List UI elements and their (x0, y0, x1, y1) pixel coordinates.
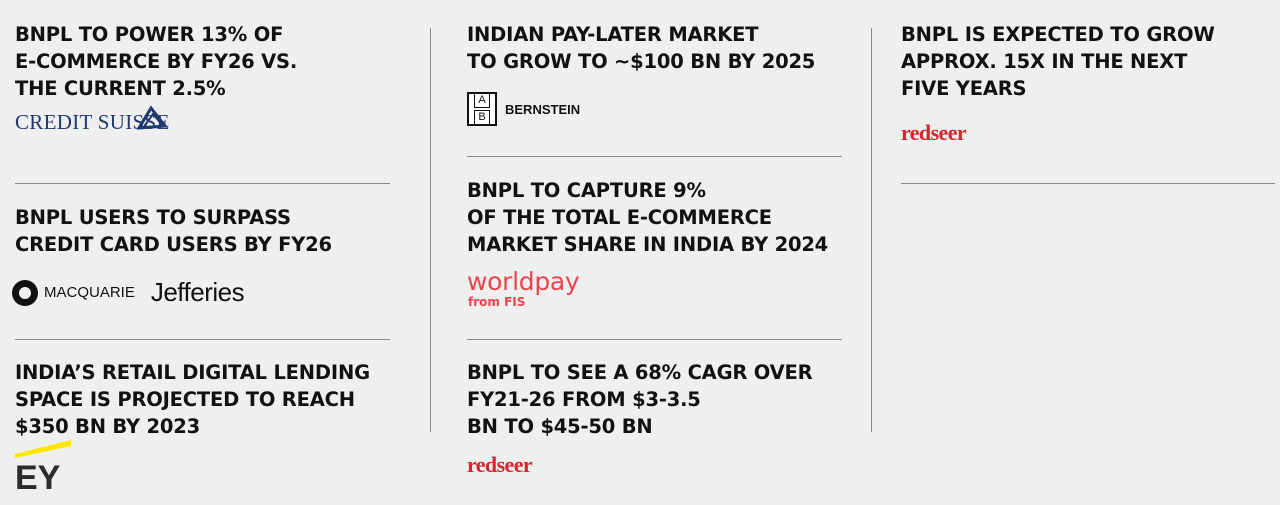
ey-beam-icon (15, 440, 71, 458)
macquarie-wordmark: MACQUARIE (44, 284, 135, 301)
worldpay-logo: worldpay from FIS (467, 267, 580, 310)
stat-text: BNPL TO POWER 13% OF E-COMMERCE BY FY26 … (15, 23, 298, 100)
credit-suisse-logo: CREDIT SUISSE (15, 105, 170, 135)
worldpay-subtitle: from FIS (468, 295, 526, 309)
divider (467, 339, 842, 340)
divider (901, 183, 1275, 184)
ab-mark-icon: A B (467, 92, 497, 126)
vertical-divider (430, 28, 431, 432)
stat-text: INDIAN PAY-LATER MARKET TO GROW TO ~$100… (467, 23, 816, 73)
stat-text: INDIA’S RETAIL DIGITAL LENDING SPACE IS … (15, 361, 370, 438)
redseer-wordmark: redseer (901, 120, 967, 145)
worldpay-wordmark: worldpay (467, 267, 580, 296)
stat-text: BNPL IS EXPECTED TO GROW APPROX. 15X IN … (901, 23, 1215, 100)
stat-text: BNPL USERS TO SURPASS CREDIT CARD USERS … (15, 206, 332, 256)
jefferies-wordmark: Jefferies (150, 277, 245, 307)
macquarie-circle-icon (12, 279, 38, 306)
divider (15, 183, 390, 184)
macquarie-jefferies-logos: MACQUARIE Jefferies (12, 277, 245, 308)
stat-text: BNPL TO SEE A 68% CAGR OVER FY21-26 FROM… (467, 361, 813, 438)
divider (15, 339, 390, 340)
redseer-wordmark: redseer (467, 452, 533, 477)
vertical-divider (871, 28, 872, 432)
ey-wordmark: EY (15, 459, 61, 497)
sails-icon (137, 105, 167, 130)
bernstein-wordmark: BERNSTEIN (505, 101, 581, 117)
divider (467, 156, 842, 157)
stat-text: BNPL TO CAPTURE 9% OF THE TOTAL E-COMMER… (467, 179, 829, 256)
bernstein-logo: A B BERNSTEIN (467, 92, 580, 126)
redseer-logo: redseer (901, 120, 967, 146)
redseer-logo: redseer (467, 452, 533, 478)
